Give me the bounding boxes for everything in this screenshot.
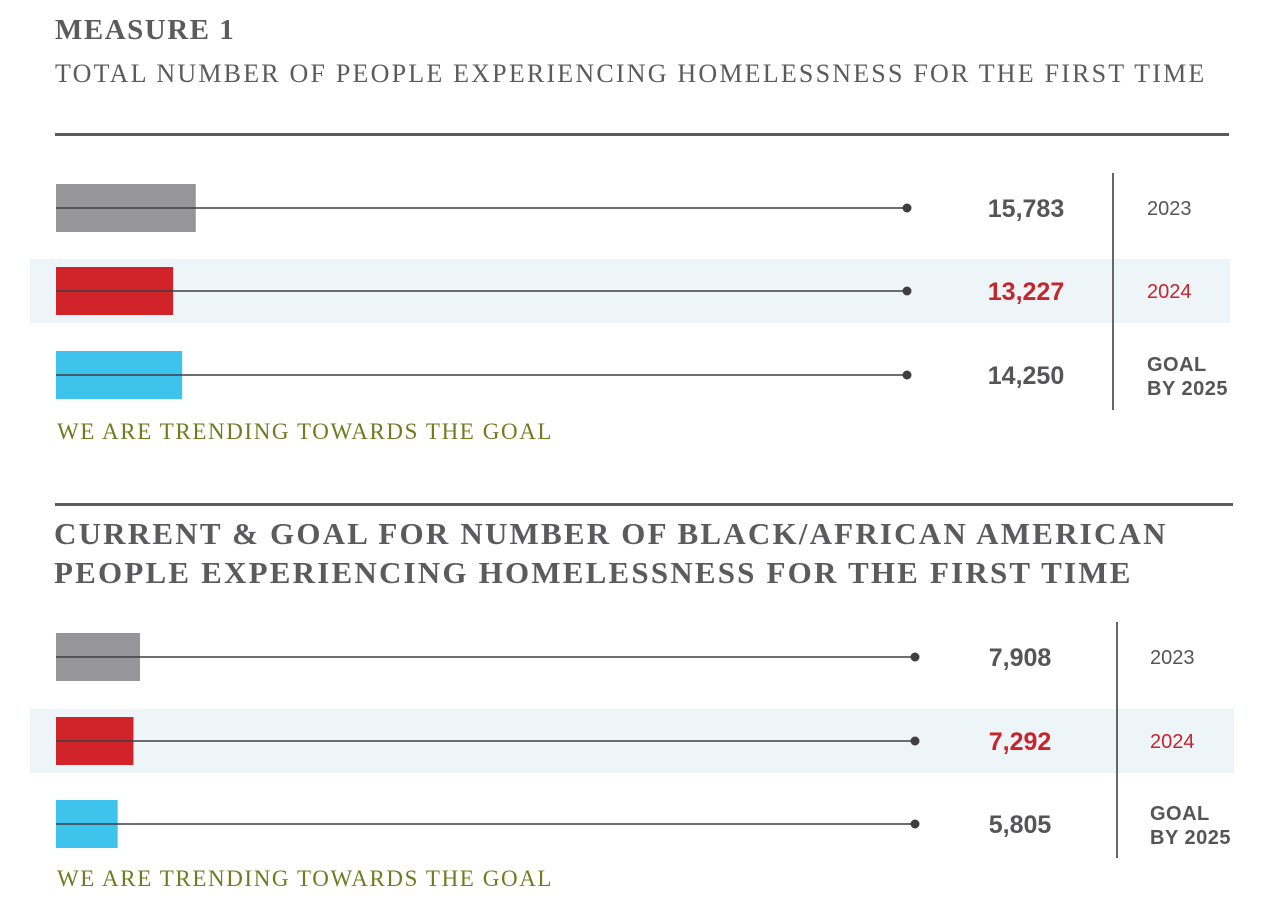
measure-2-divider — [55, 503, 1233, 506]
measure-1-label: MEASURE 1 — [55, 14, 236, 46]
category-label: 2024 — [1150, 731, 1195, 753]
value-label: 15,783 — [988, 195, 1064, 223]
value-label: 7,908 — [989, 644, 1052, 672]
measure-1-subtitle: TOTAL NUMBER OF PEOPLE EXPERIENCING HOME… — [55, 59, 1207, 88]
measure-1-trend-text: WE ARE TRENDING TOWARDS THE GOAL — [57, 419, 554, 444]
value-label: 14,250 — [988, 362, 1064, 390]
measure-2-trend-text: WE ARE TRENDING TOWARDS THE GOAL — [57, 866, 554, 891]
leader-dot — [910, 736, 920, 746]
leader-dot — [902, 286, 912, 296]
category-label: 2023 — [1150, 647, 1195, 669]
leader-dot — [902, 203, 912, 213]
measure-2-chart: 7,908 2023 7,292 2024 5,805 GOAL BY 2025 — [0, 600, 1275, 870]
category-label: GOAL — [1147, 354, 1207, 376]
measure-2-title: CURRENT & GOAL FOR NUMBER OF BLACK/AFRIC… — [54, 516, 1168, 590]
category-label: GOAL — [1150, 803, 1210, 825]
leader-dot — [902, 370, 912, 380]
measure-1-chart: 15,783 2023 13,227 2024 14,250 GOAL BY 2025 — [0, 150, 1275, 420]
value-label: 7,292 — [989, 728, 1052, 756]
measure-1-divider — [55, 133, 1229, 136]
leader-dot — [910, 819, 920, 829]
category-label: BY 2025 — [1147, 378, 1228, 400]
category-label: BY 2025 — [1150, 827, 1231, 849]
category-label: 2023 — [1147, 198, 1192, 220]
value-label: 5,805 — [989, 811, 1052, 839]
leader-dot — [910, 652, 920, 662]
category-label: 2024 — [1147, 281, 1192, 303]
value-label: 13,227 — [988, 278, 1064, 306]
